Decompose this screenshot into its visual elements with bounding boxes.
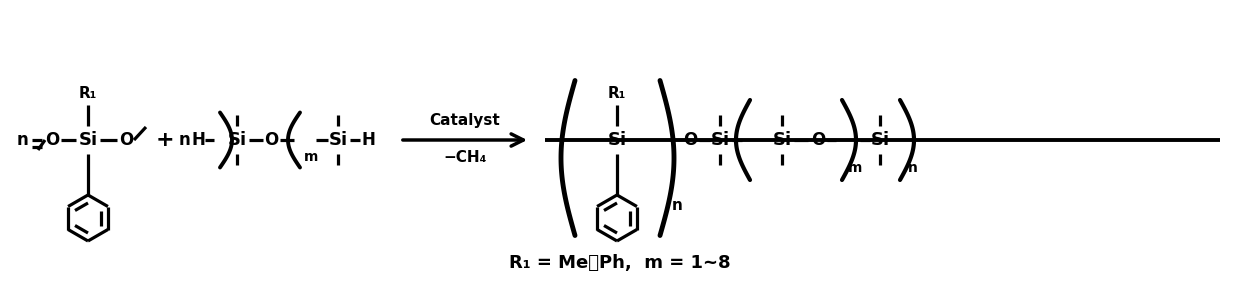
Text: Si: Si bbox=[773, 131, 791, 149]
Text: R₁ = Me或Ph,  m = 1~8: R₁ = Me或Ph, m = 1~8 bbox=[510, 254, 730, 272]
Text: H: H bbox=[191, 131, 205, 149]
Text: n: n bbox=[908, 161, 918, 175]
Text: Catalyst: Catalyst bbox=[429, 113, 501, 127]
Text: +: + bbox=[156, 130, 175, 150]
Text: n: n bbox=[16, 131, 27, 149]
Text: Si: Si bbox=[711, 131, 729, 149]
Text: R₁: R₁ bbox=[79, 87, 97, 101]
Text: Si: Si bbox=[329, 131, 347, 149]
Text: m: m bbox=[304, 150, 319, 164]
Text: n: n bbox=[672, 198, 682, 213]
Text: O: O bbox=[119, 131, 133, 149]
Text: O: O bbox=[811, 131, 825, 149]
Text: Si: Si bbox=[78, 131, 98, 149]
Text: Si: Si bbox=[227, 131, 247, 149]
Text: Si: Si bbox=[608, 131, 626, 149]
Text: −CH₄: −CH₄ bbox=[444, 150, 486, 166]
Text: O: O bbox=[683, 131, 697, 149]
Text: n: n bbox=[179, 131, 191, 149]
Text: H: H bbox=[361, 131, 374, 149]
Text: O: O bbox=[45, 131, 60, 149]
Text: Si: Si bbox=[870, 131, 889, 149]
Text: R₁: R₁ bbox=[608, 87, 626, 101]
Text: m: m bbox=[848, 161, 862, 175]
Text: O: O bbox=[264, 131, 278, 149]
